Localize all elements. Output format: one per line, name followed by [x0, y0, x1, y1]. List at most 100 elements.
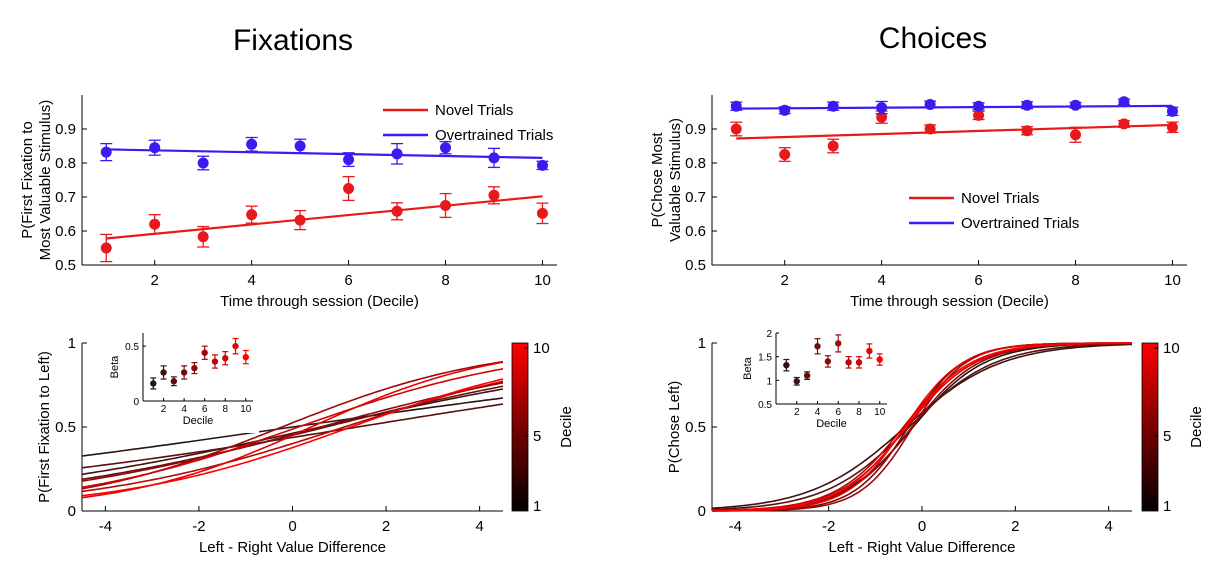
x-tick-label: 2 [781, 272, 789, 289]
inset-y-tick-label: 2 [766, 329, 772, 340]
data-point [440, 142, 452, 154]
inset-point [876, 356, 883, 363]
inset-y-label: Beta [742, 356, 754, 380]
inset-point [242, 353, 250, 361]
y-tick-label: 0 [68, 503, 76, 520]
inset-x-label: Decile [183, 415, 214, 427]
inset-y-label: Beta [109, 355, 121, 379]
data-point [1021, 125, 1033, 137]
data-point [197, 157, 209, 169]
x-tick-label: 4 [475, 518, 483, 535]
inset-x-tick-label: 10 [874, 407, 886, 418]
x-tick-label: 10 [534, 272, 551, 289]
x-tick-label: 8 [1071, 272, 1079, 289]
title-choices: Choices [879, 22, 987, 55]
colorbar [511, 342, 529, 512]
inset-y-tick-label: 0.5 [758, 400, 772, 411]
data-point [440, 200, 452, 211]
data-point [730, 123, 742, 135]
data-point [1021, 99, 1033, 111]
y-tick-label: 0.7 [685, 189, 706, 206]
y-axis-label: P(First Fixation to [19, 121, 36, 239]
inset-x-tick-label: 10 [240, 404, 252, 415]
fit-line-overtrained [736, 104, 1173, 110]
inset-point [201, 349, 208, 356]
inset-y-tick-label: 1.5 [758, 353, 772, 364]
data-point [488, 152, 500, 164]
y-tick-label: 0.9 [685, 121, 706, 138]
x-tick-label: -4 [729, 518, 742, 535]
y-tick-label: 0.5 [55, 419, 76, 436]
inset-point [835, 340, 842, 347]
curve-decile-3 [81, 403, 504, 469]
inset-point [803, 372, 811, 379]
inset-x-tick-label: 6 [835, 407, 841, 418]
inset-x-tick-label: 4 [815, 407, 821, 418]
data-point [536, 159, 548, 171]
x-tick-label: -2 [822, 518, 835, 535]
inset-point [855, 359, 863, 366]
inset-point [160, 369, 167, 376]
x-tick-label: -2 [192, 518, 205, 535]
x-tick-label: 4 [877, 272, 885, 289]
y-tick-label: 0.5 [55, 257, 76, 274]
data-point [730, 100, 742, 112]
inset-y-tick-label: 0 [133, 397, 139, 408]
data-point [779, 149, 791, 160]
x-tick-label: 0 [918, 518, 926, 535]
data-point [100, 242, 112, 254]
colorbar-tick-label: 5 [533, 428, 541, 445]
inset-x-tick-label: 6 [202, 404, 208, 415]
x-tick-label: 0 [288, 518, 296, 535]
y-axis-label: P(Chose Most [649, 132, 666, 228]
data-point [488, 189, 500, 201]
inset-point [783, 361, 790, 369]
data-point [779, 104, 791, 116]
colorbar-tick-label: 5 [1163, 428, 1171, 445]
y-tick-label: 0.5 [685, 257, 706, 274]
data-point [294, 214, 306, 226]
data-point [294, 140, 306, 152]
curve-decile-2 [81, 388, 504, 476]
colorbar-tick-label: 1 [1163, 498, 1171, 515]
y-axis-label: Most Valuable Stimulus) [37, 100, 54, 261]
inset-point [824, 358, 832, 365]
x-tick-label: 8 [441, 272, 449, 289]
data-point [100, 146, 112, 158]
inset-point [180, 369, 188, 376]
x-axis-label: Time through session (Decile) [220, 293, 419, 310]
inset-point [150, 380, 157, 387]
y-tick-label: 0.8 [55, 155, 76, 172]
data-point [1070, 129, 1082, 141]
x-tick-label: 4 [1104, 518, 1112, 535]
inset-y-tick-label: 1 [766, 376, 772, 387]
data-point [343, 183, 355, 194]
x-tick-label: 2 [1011, 518, 1019, 535]
y-tick-label: 0.9 [55, 121, 76, 138]
fit-line-novel [736, 123, 1173, 140]
curve-decile-10 [711, 342, 1132, 512]
curve-decile-1 [81, 397, 504, 457]
colorbar-label: Decile [1188, 406, 1205, 448]
data-point [391, 148, 403, 160]
inset-point [211, 358, 219, 365]
x-tick-label: 2 [382, 518, 390, 535]
inset-point [866, 347, 873, 355]
inset-x-tick-label: 2 [794, 407, 800, 418]
inset-x-label: Decile [816, 418, 847, 430]
inset-x-tick-label: 2 [161, 404, 167, 415]
fit-line-novel [106, 195, 543, 240]
x-tick-label: -4 [99, 518, 112, 535]
y-tick-label: 0.7 [55, 189, 76, 206]
data-point [1166, 105, 1178, 117]
y-axis-label: P(First Fixation to Left) [36, 351, 53, 503]
curve-decile-10 [81, 378, 504, 497]
colorbar-tick-label: 1 [533, 498, 541, 515]
inset-x-tick-label: 8 [222, 404, 228, 415]
data-point [827, 140, 839, 152]
panel-fixations-value: -4 -2 0 2 4 0 0.5 1 Left - Right Value Differenc… [36, 325, 575, 556]
inset-point [845, 359, 852, 366]
panel-choices-time: 2 4 6 8 10 0.5 0.6 0.7 0.8 0.9 Time through sessio… [649, 95, 1187, 310]
x-axis-label: Left - Right Value Difference [199, 539, 386, 556]
